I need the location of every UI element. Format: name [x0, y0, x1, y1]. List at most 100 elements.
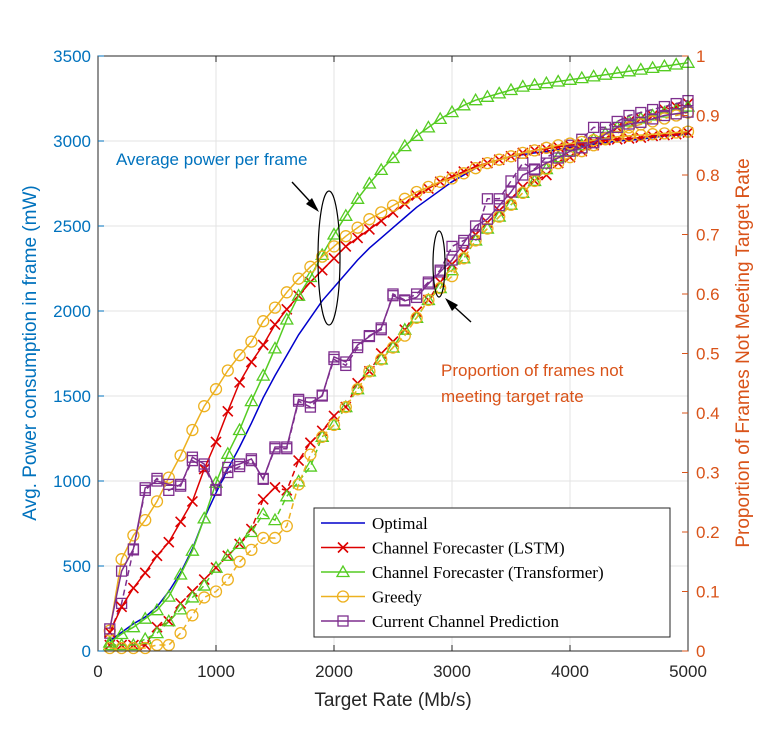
proportion-point-channel-forecaster-transformer: [326, 417, 342, 431]
proportion-point-channel-forecaster-transformer: [267, 512, 283, 526]
proportion-point-current-channel-prediction: [481, 193, 494, 205]
right-y-tick-label: 0.4: [696, 404, 720, 423]
x-tick-label: 0: [93, 662, 102, 681]
power-point-greedy: [162, 471, 175, 484]
left-y-tick-label: 2000: [53, 302, 91, 321]
right-y-tick-label: 0: [696, 642, 705, 661]
power-point-channel-forecaster-lstm: [363, 223, 375, 235]
proportion-point-channel-forecaster-transformer: [374, 352, 389, 365]
power-point-channel-forecaster-lstm: [163, 536, 175, 548]
power-point-channel-forecaster-lstm: [245, 356, 257, 368]
power-point-channel-forecaster-transformer: [610, 65, 625, 79]
power-point-greedy: [233, 349, 246, 362]
power-point-current-channel-prediction: [269, 441, 281, 453]
proportion-point-channel-forecaster-transformer: [385, 340, 401, 353]
power-point-greedy: [316, 250, 329, 263]
proportion-point-greedy: [457, 252, 470, 265]
proportion-point-greedy: [221, 573, 234, 586]
power-point-greedy: [245, 335, 258, 348]
power-point-channel-forecaster-transformer: [267, 341, 283, 354]
proportion-point-channel-forecaster-transformer: [456, 250, 471, 264]
power-point-current-channel-prediction: [481, 213, 494, 225]
power-point-current-channel-prediction: [316, 390, 328, 402]
power-point-channel-forecaster-transformer: [338, 208, 353, 221]
power-point-current-channel-prediction: [387, 290, 399, 302]
power-point-greedy: [304, 260, 317, 273]
proportion-point-channel-forecaster-transformer: [149, 625, 165, 639]
proportion-point-greedy: [139, 641, 152, 655]
x-tick-label: 5000: [669, 662, 707, 681]
power-point-greedy: [422, 180, 435, 194]
power-point-greedy: [469, 162, 482, 175]
proportion-point-greedy: [186, 609, 199, 622]
power-point-greedy: [280, 286, 293, 299]
proportion-point-current-channel-prediction: [446, 240, 458, 253]
power-point-channel-forecaster-transformer: [362, 176, 377, 189]
proportion-point-channel-forecaster-transformer: [244, 524, 259, 538]
power-point-greedy: [658, 127, 671, 140]
power-point-channel-forecaster-transformer: [385, 150, 401, 164]
proportion-point-greedy: [233, 555, 246, 568]
power-arrow-head: [306, 198, 319, 212]
proportion-point-channel-forecaster-transformer: [315, 429, 330, 442]
power-point-greedy: [493, 153, 506, 166]
power-point-channel-forecaster-transformer: [468, 92, 483, 106]
power-point-channel-forecaster-transformer: [220, 446, 235, 459]
power-point-channel-forecaster-transformer: [326, 227, 342, 240]
power-point-current-channel-prediction: [363, 330, 376, 343]
power-point-current-channel-prediction: [340, 356, 352, 368]
power-point-current-channel-prediction: [576, 142, 588, 154]
power-point-channel-forecaster-transformer: [515, 79, 530, 92]
power-point-channel-forecaster-lstm: [186, 495, 198, 507]
proportion-point-channel-forecaster-transformer: [480, 221, 495, 234]
power-point-channel-forecaster-transformer: [138, 611, 153, 624]
power-point-greedy: [622, 129, 636, 143]
power-point-channel-forecaster-transformer: [374, 162, 389, 176]
proportion-point-greedy: [375, 353, 388, 366]
power-point-greedy: [351, 221, 364, 234]
power-point-channel-forecaster-transformer: [291, 288, 306, 301]
x-tick-label: 4000: [551, 662, 589, 681]
power-point-channel-forecaster-transformer: [598, 67, 613, 80]
power-point-channel-forecaster-transformer: [244, 393, 259, 407]
power-point-greedy: [375, 206, 388, 219]
legend-label-optimal: Optimal: [372, 514, 428, 533]
power-point-channel-forecaster-transformer: [114, 626, 129, 640]
legend-item-channel-forecaster-transformer: Channel Forecaster (Transformer): [321, 563, 604, 582]
power-point-current-channel-prediction: [552, 152, 564, 164]
power-point-greedy: [434, 175, 447, 188]
series-layer: [102, 55, 696, 655]
proportion-point-greedy: [386, 341, 400, 354]
proportion-point-greedy: [422, 293, 435, 307]
power-point-current-channel-prediction: [635, 116, 647, 128]
left-y-axis-label: Avg. Power consumption in frame (mW): [20, 185, 41, 520]
annotation-proportion-line2: meeting target rate: [441, 387, 584, 406]
annotation-proportion-line1: Proportion of frames not: [441, 361, 624, 380]
legend-label-channel-forecaster-lstm: Channel Forecaster (LSTM): [372, 539, 565, 558]
power-point-greedy: [445, 172, 459, 185]
proportion-point-current-channel-prediction: [505, 175, 517, 187]
power-point-current-channel-prediction: [422, 278, 435, 290]
power-point-greedy: [386, 199, 400, 212]
power-point-channel-forecaster-transformer: [645, 60, 660, 74]
power-point-greedy: [670, 126, 683, 139]
right-y-tick-label: 0.3: [696, 464, 720, 483]
right-y-tick-label: 0.7: [696, 226, 720, 245]
power-point-current-channel-prediction: [351, 339, 364, 351]
proportion-point-greedy: [351, 383, 364, 396]
power-point-channel-forecaster-transformer: [421, 120, 436, 133]
proportion-point-channel-forecaster-lstm: [304, 437, 316, 449]
power-point-channel-forecaster-transformer: [433, 111, 448, 125]
power-point-current-channel-prediction: [458, 237, 470, 249]
power-point-channel-forecaster-lstm: [352, 232, 364, 244]
power-point-current-channel-prediction: [328, 351, 340, 363]
power-point-channel-forecaster-transformer: [480, 89, 495, 102]
power-point-greedy: [457, 167, 470, 180]
power-point-channel-forecaster-transformer: [657, 58, 672, 72]
x-tick-label: 1000: [197, 662, 235, 681]
power-point-channel-forecaster-transformer: [232, 422, 247, 436]
power-point-current-channel-prediction: [599, 128, 612, 140]
proportion-point-greedy: [103, 641, 116, 655]
proportion-point-channel-forecaster-transformer: [173, 602, 188, 615]
power-point-greedy: [528, 144, 541, 157]
